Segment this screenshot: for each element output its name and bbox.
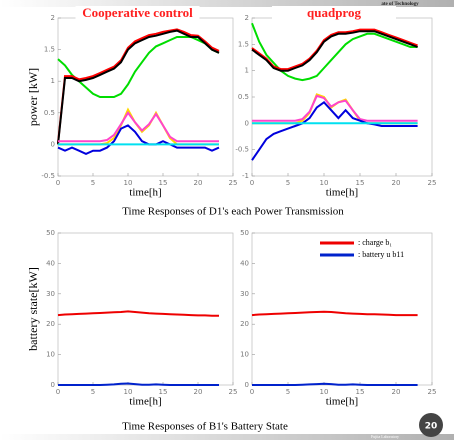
x-tick-label: 5 [91, 388, 95, 396]
caption: Time Responses of B1's Battery State [122, 421, 288, 433]
y-tick-label: 0 [245, 381, 249, 389]
x-axis-label: time[h] [326, 187, 358, 199]
x-tick-label: 0 [250, 179, 254, 187]
y-tick-label: 20 [46, 320, 55, 328]
x-axis-label: time[h] [129, 187, 161, 199]
x-tick-label: 25 [229, 179, 238, 187]
y-tick-label: -0.5 [41, 172, 55, 180]
series-line [251, 28, 418, 71]
x-tick-label: 10 [320, 179, 329, 187]
y-tick-label: 1 [245, 67, 249, 75]
y-tick-label: 2 [51, 14, 55, 22]
institute: ate of Technology [381, 2, 419, 7]
caption: Time Responses of D1's each Power Transm… [122, 206, 344, 218]
footer-bar [0, 434, 454, 440]
x-tick-label: 0 [250, 388, 254, 396]
y-tick-label: 0 [245, 119, 249, 127]
y-tick-label: 1 [51, 77, 55, 85]
x-tick-label: 0 [56, 179, 60, 187]
y-tick-label: 10 [46, 351, 55, 359]
y-axis-label: battery state[kW] [26, 267, 40, 351]
x-tick-label: 15 [356, 179, 365, 187]
series-line [252, 382, 418, 386]
y-tick-label: 20 [240, 320, 249, 328]
x-tick-label: 5 [286, 179, 290, 187]
y-tick-label: 50 [240, 229, 249, 237]
x-axis-label: time[h] [129, 396, 161, 408]
x-tick-label: 0 [56, 388, 60, 396]
plot-area [57, 17, 234, 177]
series-line [251, 100, 418, 161]
title-box [75, 6, 200, 22]
x-tick-label: 25 [229, 388, 238, 396]
y-tick-label: 1.5 [238, 40, 249, 48]
series-line [252, 94, 418, 122]
y-tick-label: 50 [46, 229, 55, 237]
series-line [251, 310, 418, 317]
series-line [58, 111, 219, 143]
y-tick-label: 1.5 [44, 46, 55, 54]
y-tick-label: 40 [240, 259, 249, 267]
x-tick-label: 20 [194, 179, 203, 187]
y-tick-label: 0.5 [238, 93, 249, 101]
y-tick-label: 10 [240, 351, 249, 359]
y-tick-label: 0 [51, 381, 55, 389]
page-badge [419, 413, 443, 437]
x-tick-label: 20 [194, 388, 203, 396]
y-tick-label: 30 [46, 290, 55, 298]
series-line [57, 310, 219, 317]
x-tick-label: 20 [392, 388, 401, 396]
y-tick-label: 0.5 [44, 109, 55, 117]
x-tick-label: 5 [91, 179, 95, 187]
series-line [57, 28, 220, 144]
x-tick-label: 20 [392, 179, 401, 187]
series-line [58, 382, 219, 386]
x-tick-label: 25 [428, 179, 437, 187]
legend-label: : charge b₁ [358, 238, 392, 247]
legend-label: : battery u b11 [358, 250, 404, 259]
x-tick-label: 25 [428, 388, 437, 396]
y-tick-label: -0.5 [235, 146, 249, 154]
page-number: 20 [425, 422, 438, 432]
plot-area [57, 232, 234, 386]
x-tick-label: 10 [124, 388, 133, 396]
title-box [272, 6, 396, 22]
x-tick-label: 15 [356, 388, 365, 396]
chart-title: quadprog [307, 5, 361, 20]
series-line [251, 30, 418, 72]
x-axis-label: time[h] [326, 396, 358, 408]
y-tick-label: 0 [51, 140, 55, 148]
y-tick-label: 30 [240, 290, 249, 298]
series-line [57, 124, 220, 155]
plot-area [251, 232, 433, 386]
x-tick-label: 5 [286, 388, 290, 396]
header-bar [0, 0, 454, 7]
y-tick-label: 40 [46, 259, 55, 267]
y-axis-label: power [kW] [26, 68, 40, 126]
series-line [57, 29, 220, 145]
x-tick-label: 10 [124, 179, 133, 187]
y-tick-label: 2 [245, 14, 249, 22]
lab-name: Fujita Laboratory [371, 434, 399, 439]
x-tick-label: 15 [159, 388, 168, 396]
x-tick-label: 10 [320, 388, 329, 396]
x-tick-label: 15 [159, 179, 168, 187]
chart-title: Cooperative control [82, 5, 193, 20]
y-tick-label: -1 [242, 172, 249, 180]
